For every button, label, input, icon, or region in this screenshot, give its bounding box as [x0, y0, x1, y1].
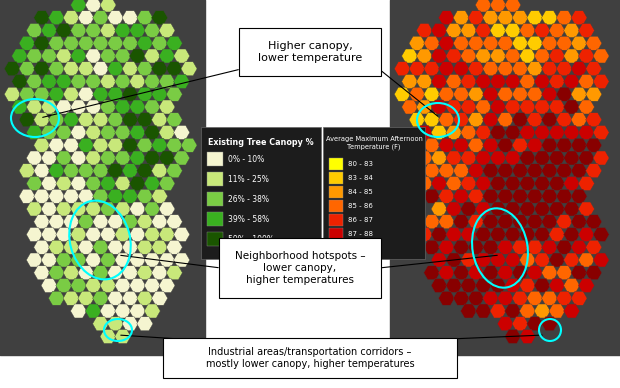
- Text: Existing Tree Canopy %: Existing Tree Canopy %: [208, 138, 314, 147]
- Text: 88 - 92: 88 - 92: [348, 245, 373, 251]
- FancyBboxPatch shape: [323, 127, 425, 259]
- Text: 0% - 10%: 0% - 10%: [228, 154, 264, 163]
- FancyBboxPatch shape: [329, 200, 343, 212]
- FancyBboxPatch shape: [329, 172, 343, 184]
- FancyBboxPatch shape: [163, 338, 457, 378]
- Text: Industrial areas/transportation corridors –
mostly lower canopy, higher temperat: Industrial areas/transportation corridor…: [206, 347, 414, 369]
- FancyBboxPatch shape: [207, 152, 223, 166]
- Text: Average Maximum Afternoon
Temperature (F): Average Maximum Afternoon Temperature (F…: [326, 136, 422, 149]
- FancyBboxPatch shape: [201, 127, 321, 259]
- FancyBboxPatch shape: [329, 186, 343, 198]
- Text: 39% - 58%: 39% - 58%: [228, 215, 269, 223]
- FancyBboxPatch shape: [329, 214, 343, 226]
- Text: Neighborhood hotspots –
lower canopy,
higher temperatures: Neighborhood hotspots – lower canopy, hi…: [235, 251, 365, 285]
- FancyBboxPatch shape: [207, 232, 223, 246]
- Text: 11% - 25%: 11% - 25%: [228, 175, 269, 184]
- Text: 59% - 100%: 59% - 100%: [228, 234, 274, 244]
- FancyBboxPatch shape: [207, 192, 223, 206]
- FancyBboxPatch shape: [219, 238, 381, 298]
- Text: 86 - 87: 86 - 87: [348, 217, 373, 223]
- Text: 26% - 38%: 26% - 38%: [228, 194, 269, 203]
- FancyBboxPatch shape: [239, 28, 381, 76]
- Text: 80 - 83: 80 - 83: [348, 161, 373, 167]
- FancyBboxPatch shape: [207, 212, 223, 226]
- Text: 87 - 88: 87 - 88: [348, 231, 373, 237]
- Text: 83 - 84: 83 - 84: [348, 175, 373, 181]
- Text: 84 - 85: 84 - 85: [348, 189, 373, 195]
- FancyBboxPatch shape: [329, 158, 343, 170]
- FancyBboxPatch shape: [329, 242, 343, 254]
- FancyBboxPatch shape: [207, 172, 223, 186]
- Text: Higher canopy,
lower temperature: Higher canopy, lower temperature: [258, 41, 362, 63]
- FancyBboxPatch shape: [329, 228, 343, 240]
- Text: 85 - 86: 85 - 86: [348, 203, 373, 209]
